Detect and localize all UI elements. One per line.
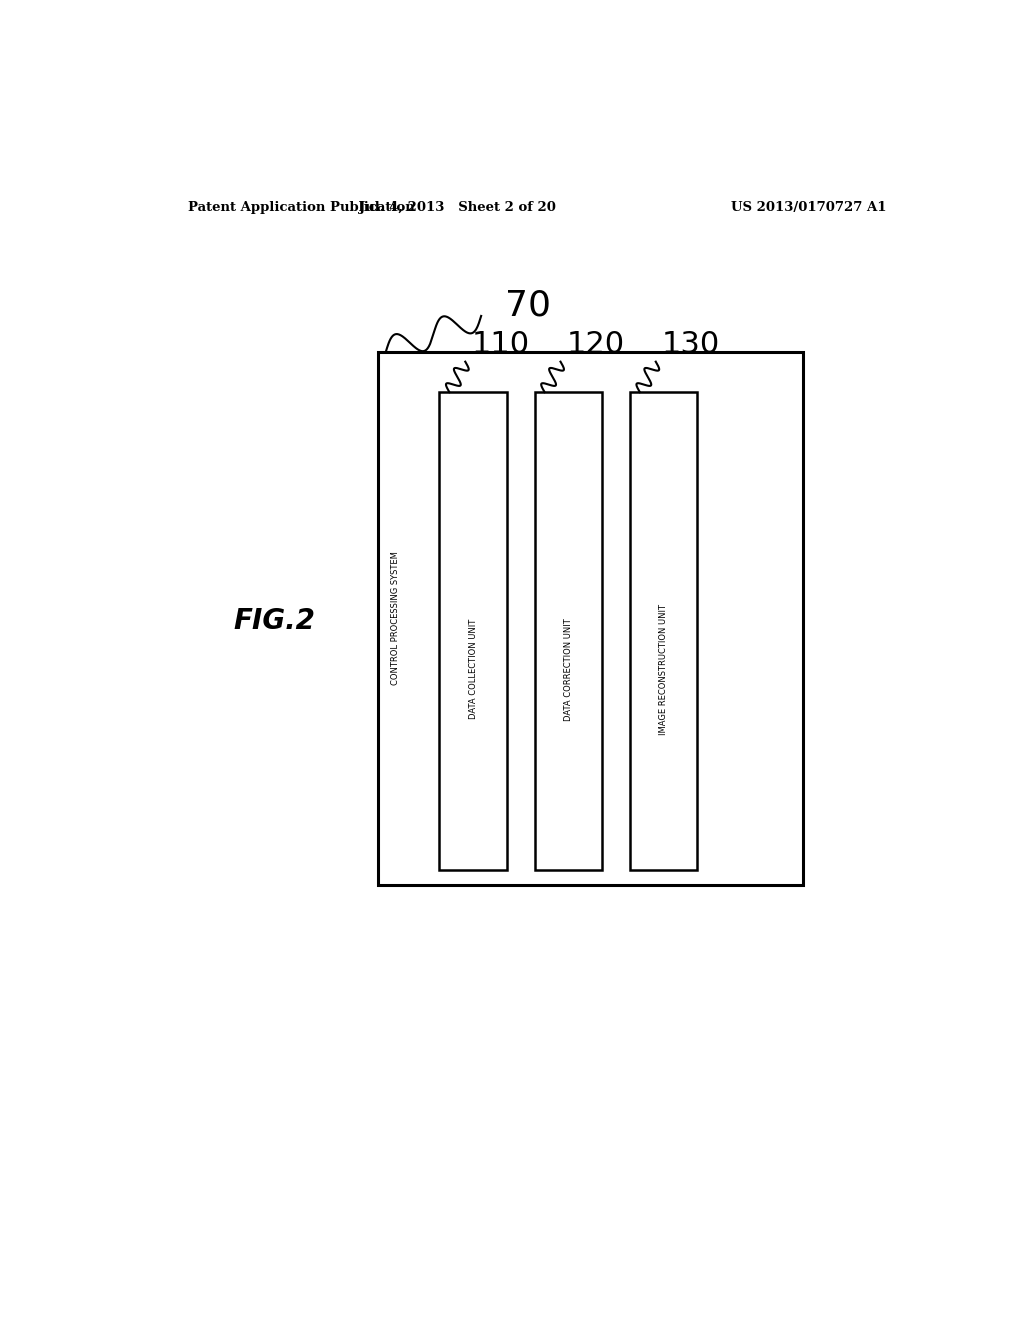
FancyBboxPatch shape <box>630 392 697 870</box>
Text: 110: 110 <box>472 330 529 359</box>
Text: IMAGE RECONSTRUCTION UNIT: IMAGE RECONSTRUCTION UNIT <box>659 603 669 735</box>
Text: US 2013/0170727 A1: US 2013/0170727 A1 <box>731 201 887 214</box>
Text: 70: 70 <box>505 289 551 323</box>
FancyBboxPatch shape <box>439 392 507 870</box>
Text: FIG.2: FIG.2 <box>233 607 315 635</box>
Text: Patent Application Publication: Patent Application Publication <box>187 201 415 214</box>
Text: Jul. 4, 2013   Sheet 2 of 20: Jul. 4, 2013 Sheet 2 of 20 <box>358 201 556 214</box>
Text: CONTROL PROCESSING SYSTEM: CONTROL PROCESSING SYSTEM <box>391 552 400 685</box>
FancyBboxPatch shape <box>378 351 803 886</box>
Text: 130: 130 <box>663 330 720 359</box>
Text: 120: 120 <box>567 330 625 359</box>
FancyBboxPatch shape <box>535 392 602 870</box>
Text: DATA CORRECTION UNIT: DATA CORRECTION UNIT <box>564 618 573 721</box>
Text: DATA COLLECTION UNIT: DATA COLLECTION UNIT <box>469 619 478 719</box>
